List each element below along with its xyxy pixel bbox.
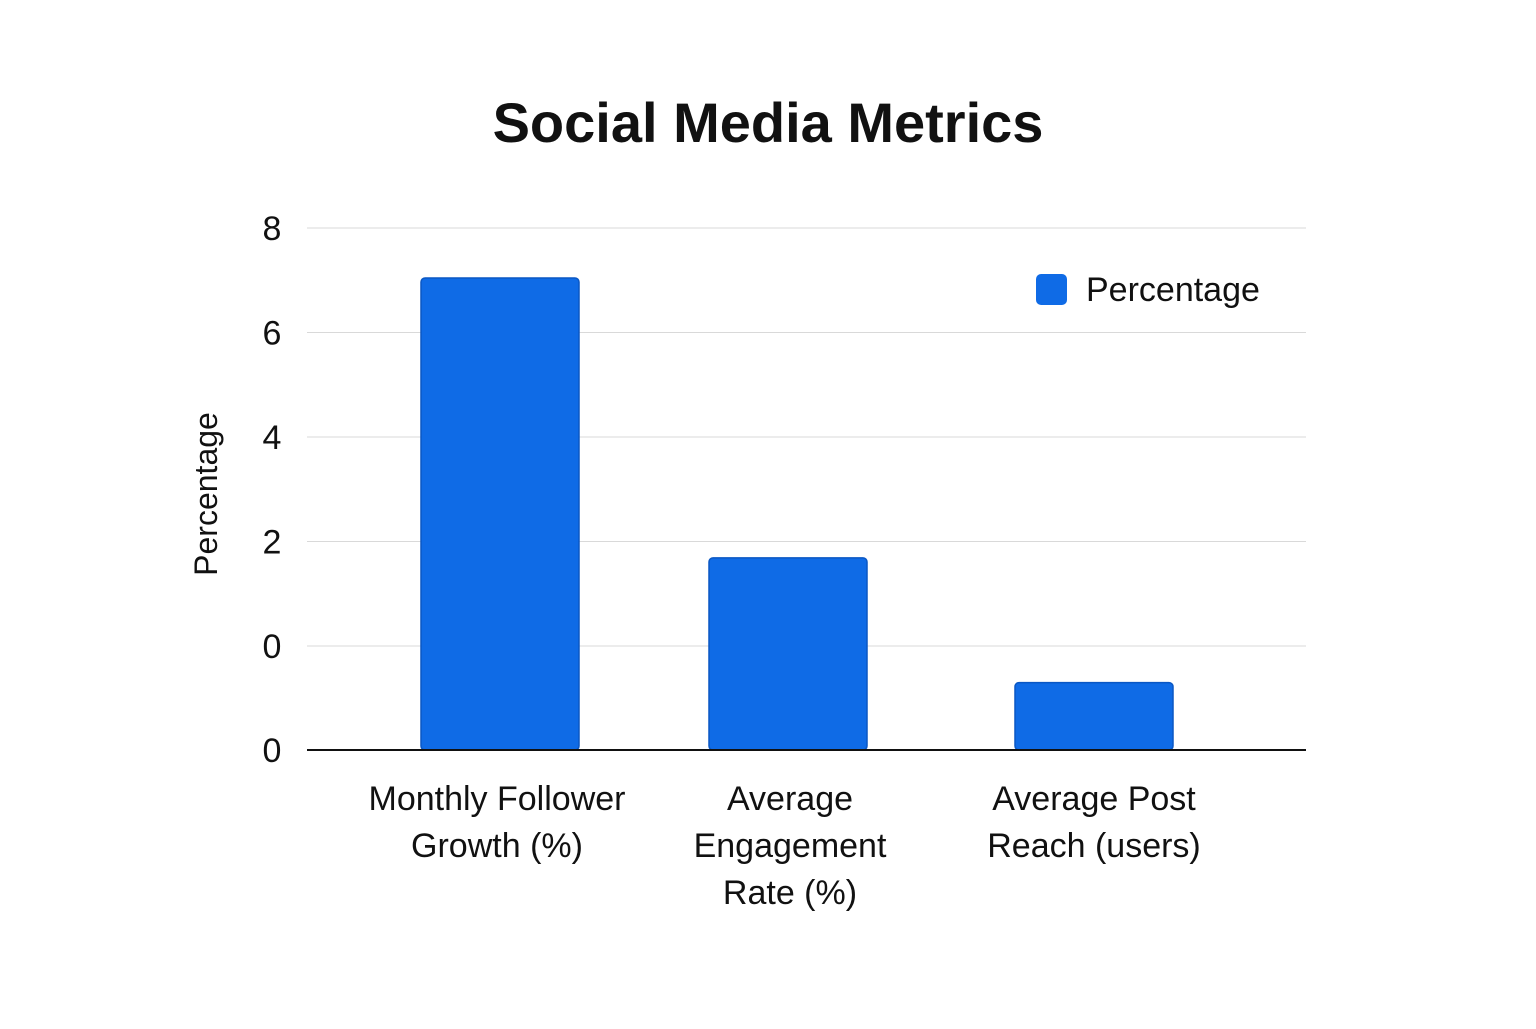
y-tick-label: 0 bbox=[263, 732, 282, 770]
x-tick-label-line: Average bbox=[727, 780, 853, 818]
y-tick-label: 4 bbox=[263, 419, 282, 457]
bar bbox=[420, 277, 580, 751]
y-tick-label: 8 bbox=[263, 210, 282, 248]
x-tick-label-line: Average Post bbox=[992, 780, 1196, 818]
x-tick-label-line: Monthly Follower bbox=[369, 780, 626, 818]
bar bbox=[708, 557, 868, 751]
y-axis-label: Percentage bbox=[188, 412, 224, 576]
x-tick-label-line: Reach (users) bbox=[987, 827, 1201, 865]
x-tick-labels: Monthly Follower Growth (%) Average Engagem… bbox=[369, 780, 1201, 912]
x-tick-label: Average Engagement Rate (%) bbox=[694, 780, 887, 912]
y-tick-labels: 8 6 4 2 0 0 bbox=[263, 210, 282, 770]
y-tick-label: 6 bbox=[263, 315, 282, 353]
bars bbox=[420, 277, 1174, 751]
legend: Percentage bbox=[1036, 271, 1260, 309]
x-tick-label: Monthly Follower Growth (%) bbox=[369, 780, 626, 865]
x-tick-label-line: Rate (%) bbox=[723, 874, 857, 912]
chart-title: Social Media Metrics bbox=[493, 91, 1044, 154]
y-tick-label: 0 bbox=[263, 628, 282, 666]
legend-swatch bbox=[1036, 274, 1067, 305]
legend-label: Percentage bbox=[1086, 271, 1260, 309]
y-tick-label: 2 bbox=[263, 524, 282, 562]
bar bbox=[1014, 681, 1174, 751]
x-tick-label-line: Growth (%) bbox=[411, 827, 583, 865]
x-tick-label: Average Post Reach (users) bbox=[987, 780, 1201, 865]
x-tick-label-line: Engagement bbox=[694, 827, 887, 865]
